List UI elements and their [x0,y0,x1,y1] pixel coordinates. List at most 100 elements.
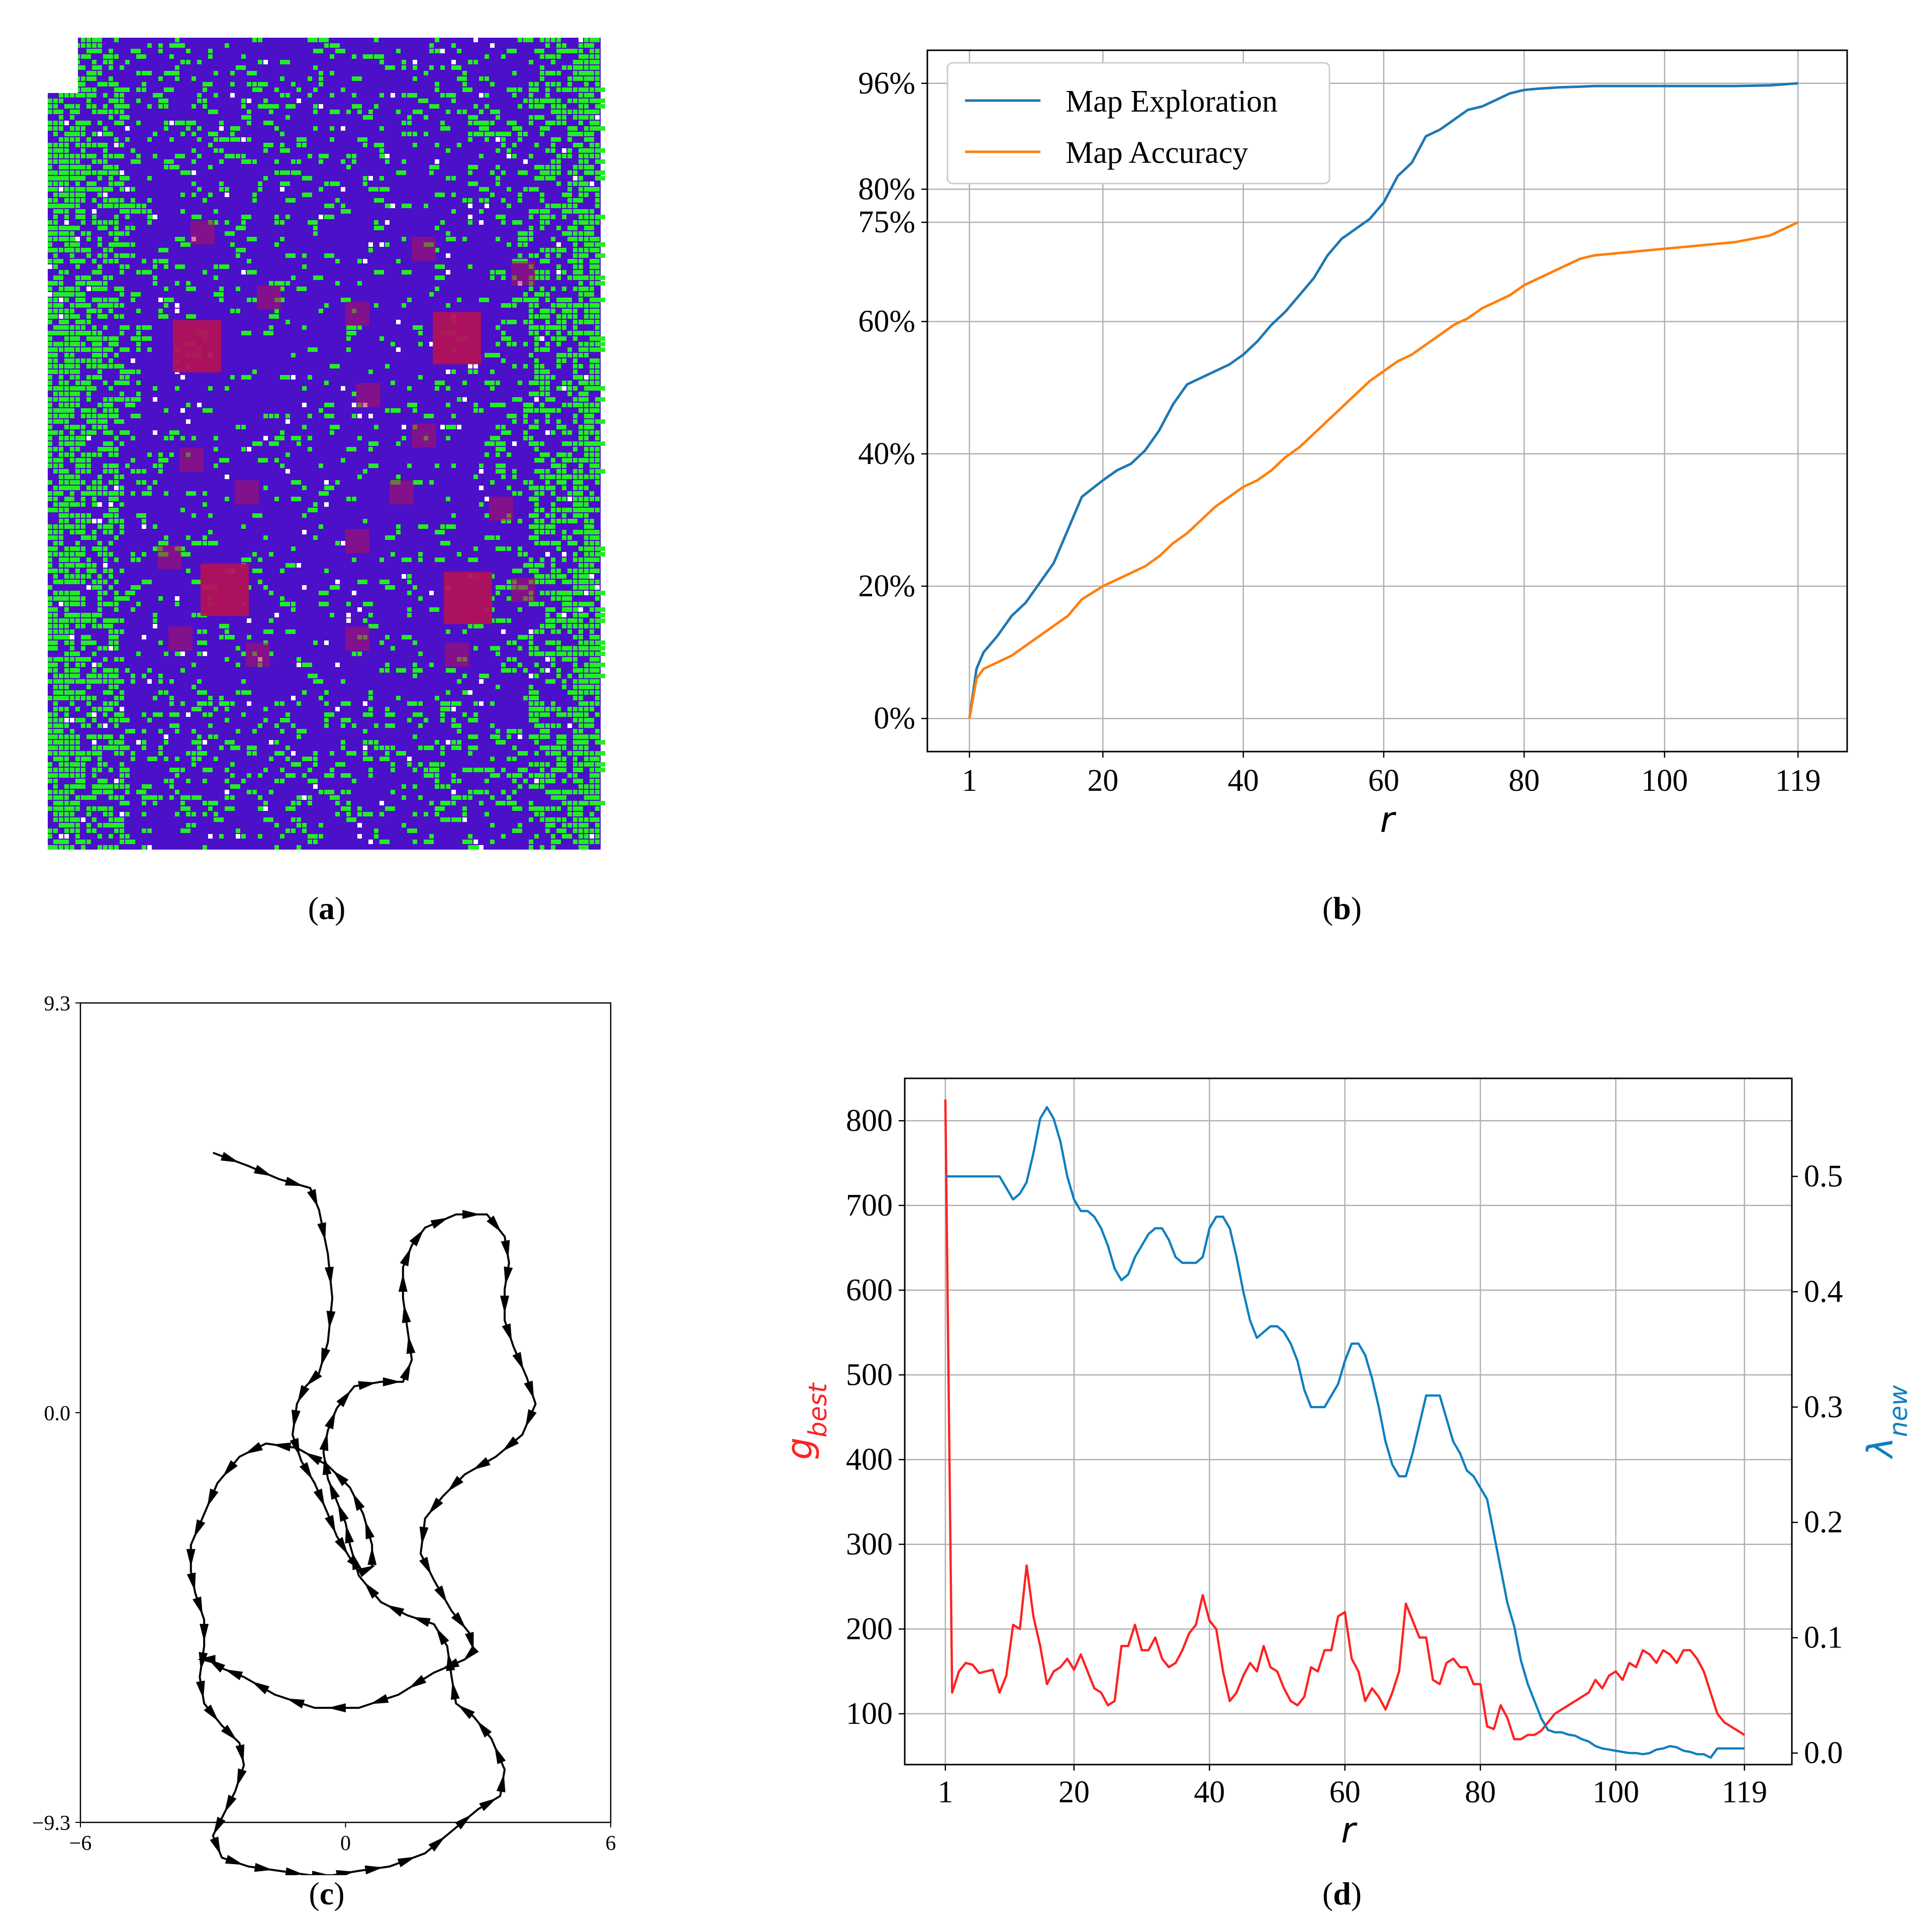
free-cell [120,773,124,778]
free-cell [192,812,196,816]
free-cell [114,635,119,639]
free-cell [579,784,583,789]
free-cell [75,596,80,601]
free-cell [142,259,146,263]
unknown-cell [446,253,450,258]
free-cell [53,281,58,286]
free-cell [529,353,533,357]
free-cell [120,370,130,374]
free-cell [274,159,279,164]
free-cell [567,392,572,396]
free-cell [556,613,566,617]
free-cell [114,170,119,175]
free-cell [590,309,600,313]
free-cell [590,541,594,545]
free-cell [114,829,119,833]
free-cell [573,729,578,733]
free-cell [379,757,390,761]
free-cell [584,353,589,357]
tick-label-y-300: 300 [846,1527,893,1561]
free-cell [192,121,196,125]
free-cell [396,524,401,529]
free-cell [70,668,80,673]
free-cell [418,99,428,103]
trajectory-arrow [476,1720,492,1738]
free-cell [280,287,284,291]
free-cell [562,602,572,606]
free-cell [595,38,600,42]
free-cell [451,43,456,48]
free-cell [297,817,301,822]
free-cell [98,674,102,678]
free-cell [573,248,578,252]
free-cell [59,259,63,263]
free-cell [48,397,52,402]
free-cell [523,480,528,485]
free-cell [308,834,318,839]
free-cell [186,569,190,573]
free-cell [70,309,74,313]
free-cell [579,99,589,103]
free-cell [435,143,439,147]
free-cell [142,580,152,584]
free-cell [496,591,500,595]
free-cell [446,231,450,236]
free-cell [120,270,124,274]
unknown-cell [59,834,63,839]
free-cell [540,508,544,512]
free-cell [158,640,163,645]
free-cell [573,773,578,778]
free-cell [109,82,119,86]
free-cell [48,834,52,839]
trajectory-arrow [352,1551,361,1571]
free-cell [142,87,146,92]
free-cell [584,740,589,745]
free-cell [92,707,97,711]
free-cell [225,740,235,745]
free-cell [153,618,157,623]
free-cell [590,718,594,722]
free-cell [551,773,555,778]
free-cell [556,795,566,800]
free-cell [518,132,522,136]
free-cell [368,613,373,617]
free-cell [551,790,561,794]
free-cell [114,436,119,440]
free-cell [462,840,472,844]
free-cell [109,569,113,573]
free-cell [468,795,472,800]
unknown-cell [92,209,97,214]
free-cell [225,806,235,811]
free-cell [534,253,539,258]
free-cell [48,176,58,180]
free-cell [562,314,566,319]
free-cell [109,336,119,341]
free-cell [313,38,318,42]
free-cell [407,701,417,706]
free-cell [352,558,356,562]
free-cell [197,701,207,706]
free-cell [562,823,566,827]
free-cell [573,275,583,280]
free-cell [556,757,561,761]
free-cell [590,580,594,584]
free-cell [64,663,69,667]
free-cell [407,298,412,302]
free-cell [75,137,80,142]
trajectory-arrow [402,1305,411,1323]
free-cell [75,795,80,800]
free-cell [64,740,69,745]
free-cell [120,187,124,192]
free-cell [534,712,539,717]
free-cell [573,607,583,612]
free-cell [545,82,550,86]
free-cell [518,87,522,92]
free-cell [396,475,401,479]
free-cell [131,336,141,341]
tick-label-y2-2: 0.2 [1804,1505,1843,1539]
panel-c: −6 0 6 −9.3 0.0 9.3 [0,965,653,1880]
free-cell [125,264,130,269]
free-cell [59,535,63,540]
unknown-cell [368,176,373,180]
free-cell [341,790,345,794]
